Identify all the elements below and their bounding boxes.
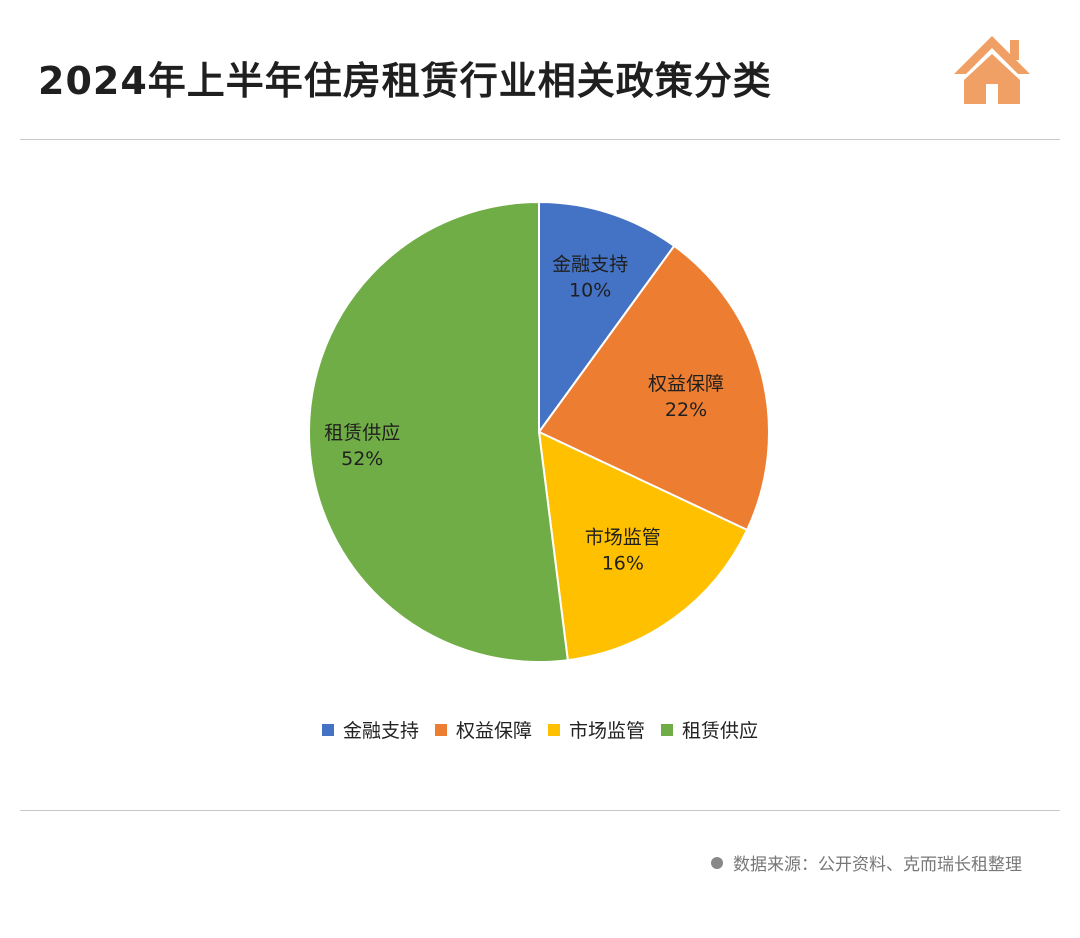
pie-slice-3 xyxy=(537,430,749,662)
legend-label: 租赁供应 xyxy=(682,720,759,742)
slice-value-3: 16% xyxy=(602,552,644,574)
legend-item-4: 租赁供应 xyxy=(661,716,758,743)
house-icon xyxy=(954,36,1030,104)
slice-value-2: 22% xyxy=(665,399,707,421)
header-divider xyxy=(20,139,1060,140)
slice-label-2: 权益保障 xyxy=(648,373,724,395)
legend-swatch xyxy=(661,723,674,736)
source-note: 数据来源：公开资料、克而瑞长租整理 xyxy=(711,850,1022,875)
legend-item-2: 权益保障 xyxy=(434,716,532,743)
page-title: 2024年上半年住房租赁行业相关政策分类 xyxy=(38,59,772,103)
footer-divider xyxy=(20,810,1060,811)
slice-label-4: 租赁供应 xyxy=(324,422,400,444)
slice-label-3: 市场监管 xyxy=(585,526,661,548)
legend-item-3: 市场监管 xyxy=(548,716,645,743)
legend-item-1: 金融支持 xyxy=(321,716,419,743)
slice-value-1: 10% xyxy=(569,280,611,302)
chart-legend: 金融支持 权益保障 市场监管 租赁供应 xyxy=(0,716,1080,743)
legend-swatch xyxy=(321,723,334,736)
legend-label: 市场监管 xyxy=(569,720,646,742)
slice-value-4: 52% xyxy=(341,448,383,470)
bullet-icon xyxy=(711,856,723,869)
legend-swatch xyxy=(434,723,447,736)
pie-slice-4 xyxy=(308,200,569,663)
legend-label: 权益保障 xyxy=(455,720,532,742)
legend-label: 金融支持 xyxy=(342,720,419,742)
legend-swatch xyxy=(548,723,560,736)
source-text: 数据来源：公开资料、克而瑞长租整理 xyxy=(733,855,1022,875)
slice-label-1: 金融支持 xyxy=(552,254,628,276)
pie-slice-1 xyxy=(538,200,676,436)
